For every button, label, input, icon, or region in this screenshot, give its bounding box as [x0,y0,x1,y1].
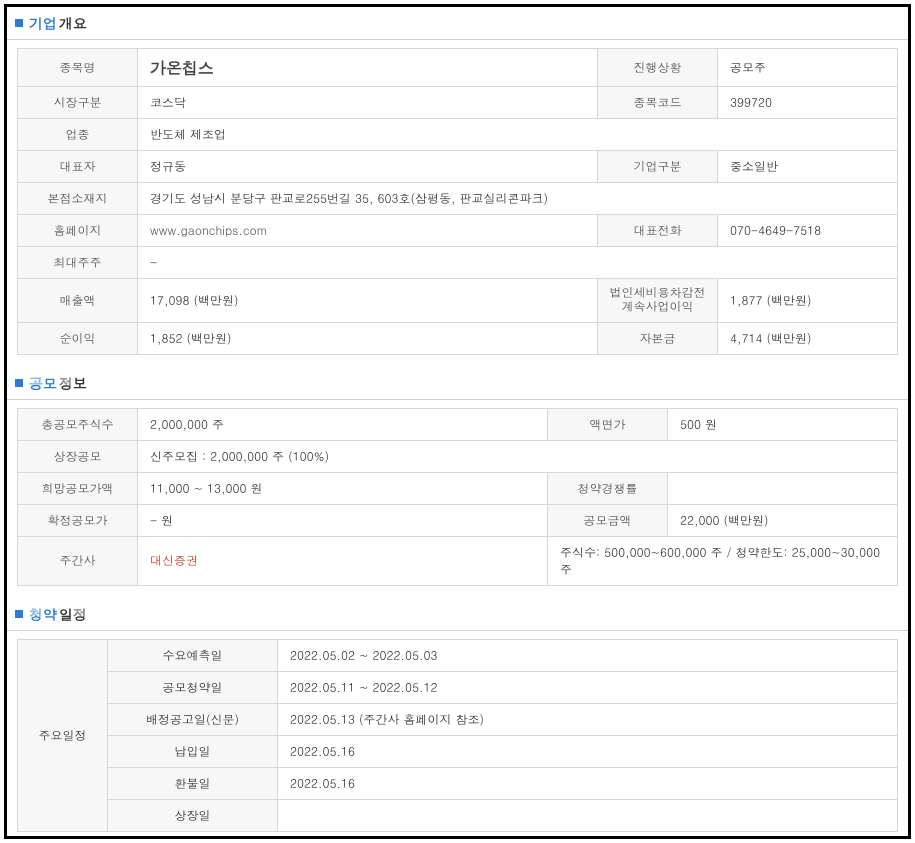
label-refund-date: 환불일 [108,767,278,799]
label-total-shares: 총공모주식수 [18,408,138,440]
bullet-icon [15,379,23,387]
value-hope-price: 11,000 ~ 13,000 원 [138,472,548,504]
value-total-shares: 2,000,000 주 [138,408,548,440]
label-sector: 업종 [18,119,138,151]
table-row: 본점소재지 경기도 성남시 분당구 판교로255번길 35, 603호(삼평동,… [18,183,898,215]
value-market: 코스닥 [138,87,598,119]
schedule-side-label: 주요일정 [18,639,108,831]
label-fixed-price: 확정공모가 [18,504,138,536]
value-manager-detail: 주식수: 500,000~600,000 주 / 청약한도: 25,000~30… [548,536,898,585]
table-row: 종목명 가온칩스 진행상황 공모주 [18,49,898,87]
ipo-table: 총공모주식수 2,000,000 주 액면가 500 원 상장공모 신주모집 :… [17,408,898,586]
value-subscription-date: 2022.05.11 ~ 2022.05.12 [278,671,898,703]
value-fixed-price: - 원 [138,504,548,536]
table-row: 대표자 정규동 기업구분 중소일반 [18,151,898,183]
table-row: 최대주주 - [18,247,898,279]
table-row: 상장공모 신주모집 : 2,000,000 주 (100%) [18,440,898,472]
table-row: 순이익 1,852 (백만원) 자본금 4,714 (백만원) [18,322,898,354]
company-table-wrap: 종목명 가온칩스 진행상황 공모주 시장구분 코스닥 종목코드 399720 업… [7,40,908,367]
table-row: 업종 반도체 제조업 [18,119,898,151]
label-allocation-date: 배정공고일(신문) [108,703,278,735]
table-row: 배정공고일(신문) 2022.05.13 (주간사 홈페이지 참조) [18,703,898,735]
table-row: 매출액 17,098 (백만원) 법인세비용차감전계속사업이익 1,877 (백… [18,279,898,323]
table-row: 주요일정 수요예측일 2022.05.02 ~ 2022.05.03 [18,639,898,671]
section-title-ipo-black: 정보 [59,373,87,393]
value-manager[interactable]: 대신증권 [138,536,548,585]
section-title-company-black: 개요 [59,13,87,33]
label-comp-rate: 청약경쟁률 [548,472,668,504]
table-row: 홈페이지 www.gaonchips.com 대표전화 070-4649-751… [18,215,898,247]
table-row: 상장일 [18,799,898,831]
value-address: 경기도 성남시 분당구 판교로255번길 35, 603호(삼평동, 판교실리콘… [138,183,898,215]
value-comp-rate [668,472,898,504]
label-revenue: 매출액 [18,279,138,323]
label-demand-date: 수요예측일 [108,639,278,671]
value-listing-date [278,799,898,831]
label-par: 액면가 [548,408,668,440]
value-listing-offer: 신주모집 : 2,000,000 주 (100%) [138,440,898,472]
ipo-table-wrap: 총공모주식수 2,000,000 주 액면가 500 원 상장공모 신주모집 :… [7,400,908,598]
value-phone: 070-4649-7518 [718,215,898,247]
label-status: 진행상황 [598,49,718,87]
value-name: 가온칩스 [138,49,598,87]
bullet-icon [15,19,23,27]
section-header-schedule: 청약 일정 [7,598,908,631]
section-title-schedule-blue: 청약 [29,604,57,624]
value-net-income: 1,852 (백만원) [138,322,598,354]
label-net-income: 순이익 [18,322,138,354]
value-ceo: 정규동 [138,151,598,183]
label-listing-date: 상장일 [108,799,278,831]
value-corp-type: 중소일반 [718,151,898,183]
label-name: 종목명 [18,49,138,87]
value-homepage[interactable]: www.gaonchips.com [138,215,598,247]
value-major-shareholder: - [138,247,898,279]
label-subscription-date: 공모청약일 [108,671,278,703]
label-homepage: 홈페이지 [18,215,138,247]
label-corp-type: 기업구분 [598,151,718,183]
table-row: 확정공모가 - 원 공모금액 22,000 (백만원) [18,504,898,536]
table-row: 총공모주식수 2,000,000 주 액면가 500 원 [18,408,898,440]
section-title-ipo-blue: 공모 [29,373,57,393]
ipo-detail-panel: 기업 개요 종목명 가온칩스 진행상황 공모주 시장구분 코스닥 종목코드 39… [4,4,911,839]
section-title-company-blue: 기업 [29,13,57,33]
table-row: 주간사 대신증권 주식수: 500,000~600,000 주 / 청약한도: … [18,536,898,585]
value-op-income: 1,877 (백만원) [718,279,898,323]
value-payment-date: 2022.05.16 [278,735,898,767]
value-sector: 반도체 제조업 [138,119,898,151]
value-capital: 4,714 (백만원) [718,322,898,354]
label-market: 시장구분 [18,87,138,119]
section-header-company: 기업 개요 [7,7,908,40]
company-table: 종목명 가온칩스 진행상황 공모주 시장구분 코스닥 종목코드 399720 업… [17,48,898,355]
value-allocation-date: 2022.05.13 (주간사 홈페이지 참조) [278,703,898,735]
label-major-shareholder: 최대주주 [18,247,138,279]
label-amount: 공모금액 [548,504,668,536]
label-ceo: 대표자 [18,151,138,183]
schedule-table: 주요일정 수요예측일 2022.05.02 ~ 2022.05.03 공모청약일… [17,639,898,832]
label-hope-price: 희망공모가액 [18,472,138,504]
label-code: 종목코드 [598,87,718,119]
value-amount: 22,000 (백만원) [668,504,898,536]
value-demand-date: 2022.05.02 ~ 2022.05.03 [278,639,898,671]
value-revenue: 17,098 (백만원) [138,279,598,323]
label-payment-date: 납입일 [108,735,278,767]
table-row: 환불일 2022.05.16 [18,767,898,799]
table-row: 희망공모가액 11,000 ~ 13,000 원 청약경쟁률 [18,472,898,504]
label-listing-offer: 상장공모 [18,440,138,472]
label-capital: 자본금 [598,322,718,354]
label-op-income: 법인세비용차감전계속사업이익 [598,279,718,323]
label-manager: 주간사 [18,536,138,585]
value-status: 공모주 [718,49,898,87]
schedule-table-wrap: 주요일정 수요예측일 2022.05.02 ~ 2022.05.03 공모청약일… [7,631,908,836]
label-address: 본점소재지 [18,183,138,215]
bullet-icon [15,610,23,618]
section-title-schedule-black: 일정 [59,604,87,624]
label-phone: 대표전화 [598,215,718,247]
section-header-ipo: 공모 정보 [7,367,908,400]
value-par: 500 원 [668,408,898,440]
table-row: 시장구분 코스닥 종목코드 399720 [18,87,898,119]
table-row: 납입일 2022.05.16 [18,735,898,767]
value-code: 399720 [718,87,898,119]
table-row: 공모청약일 2022.05.11 ~ 2022.05.12 [18,671,898,703]
value-refund-date: 2022.05.16 [278,767,898,799]
